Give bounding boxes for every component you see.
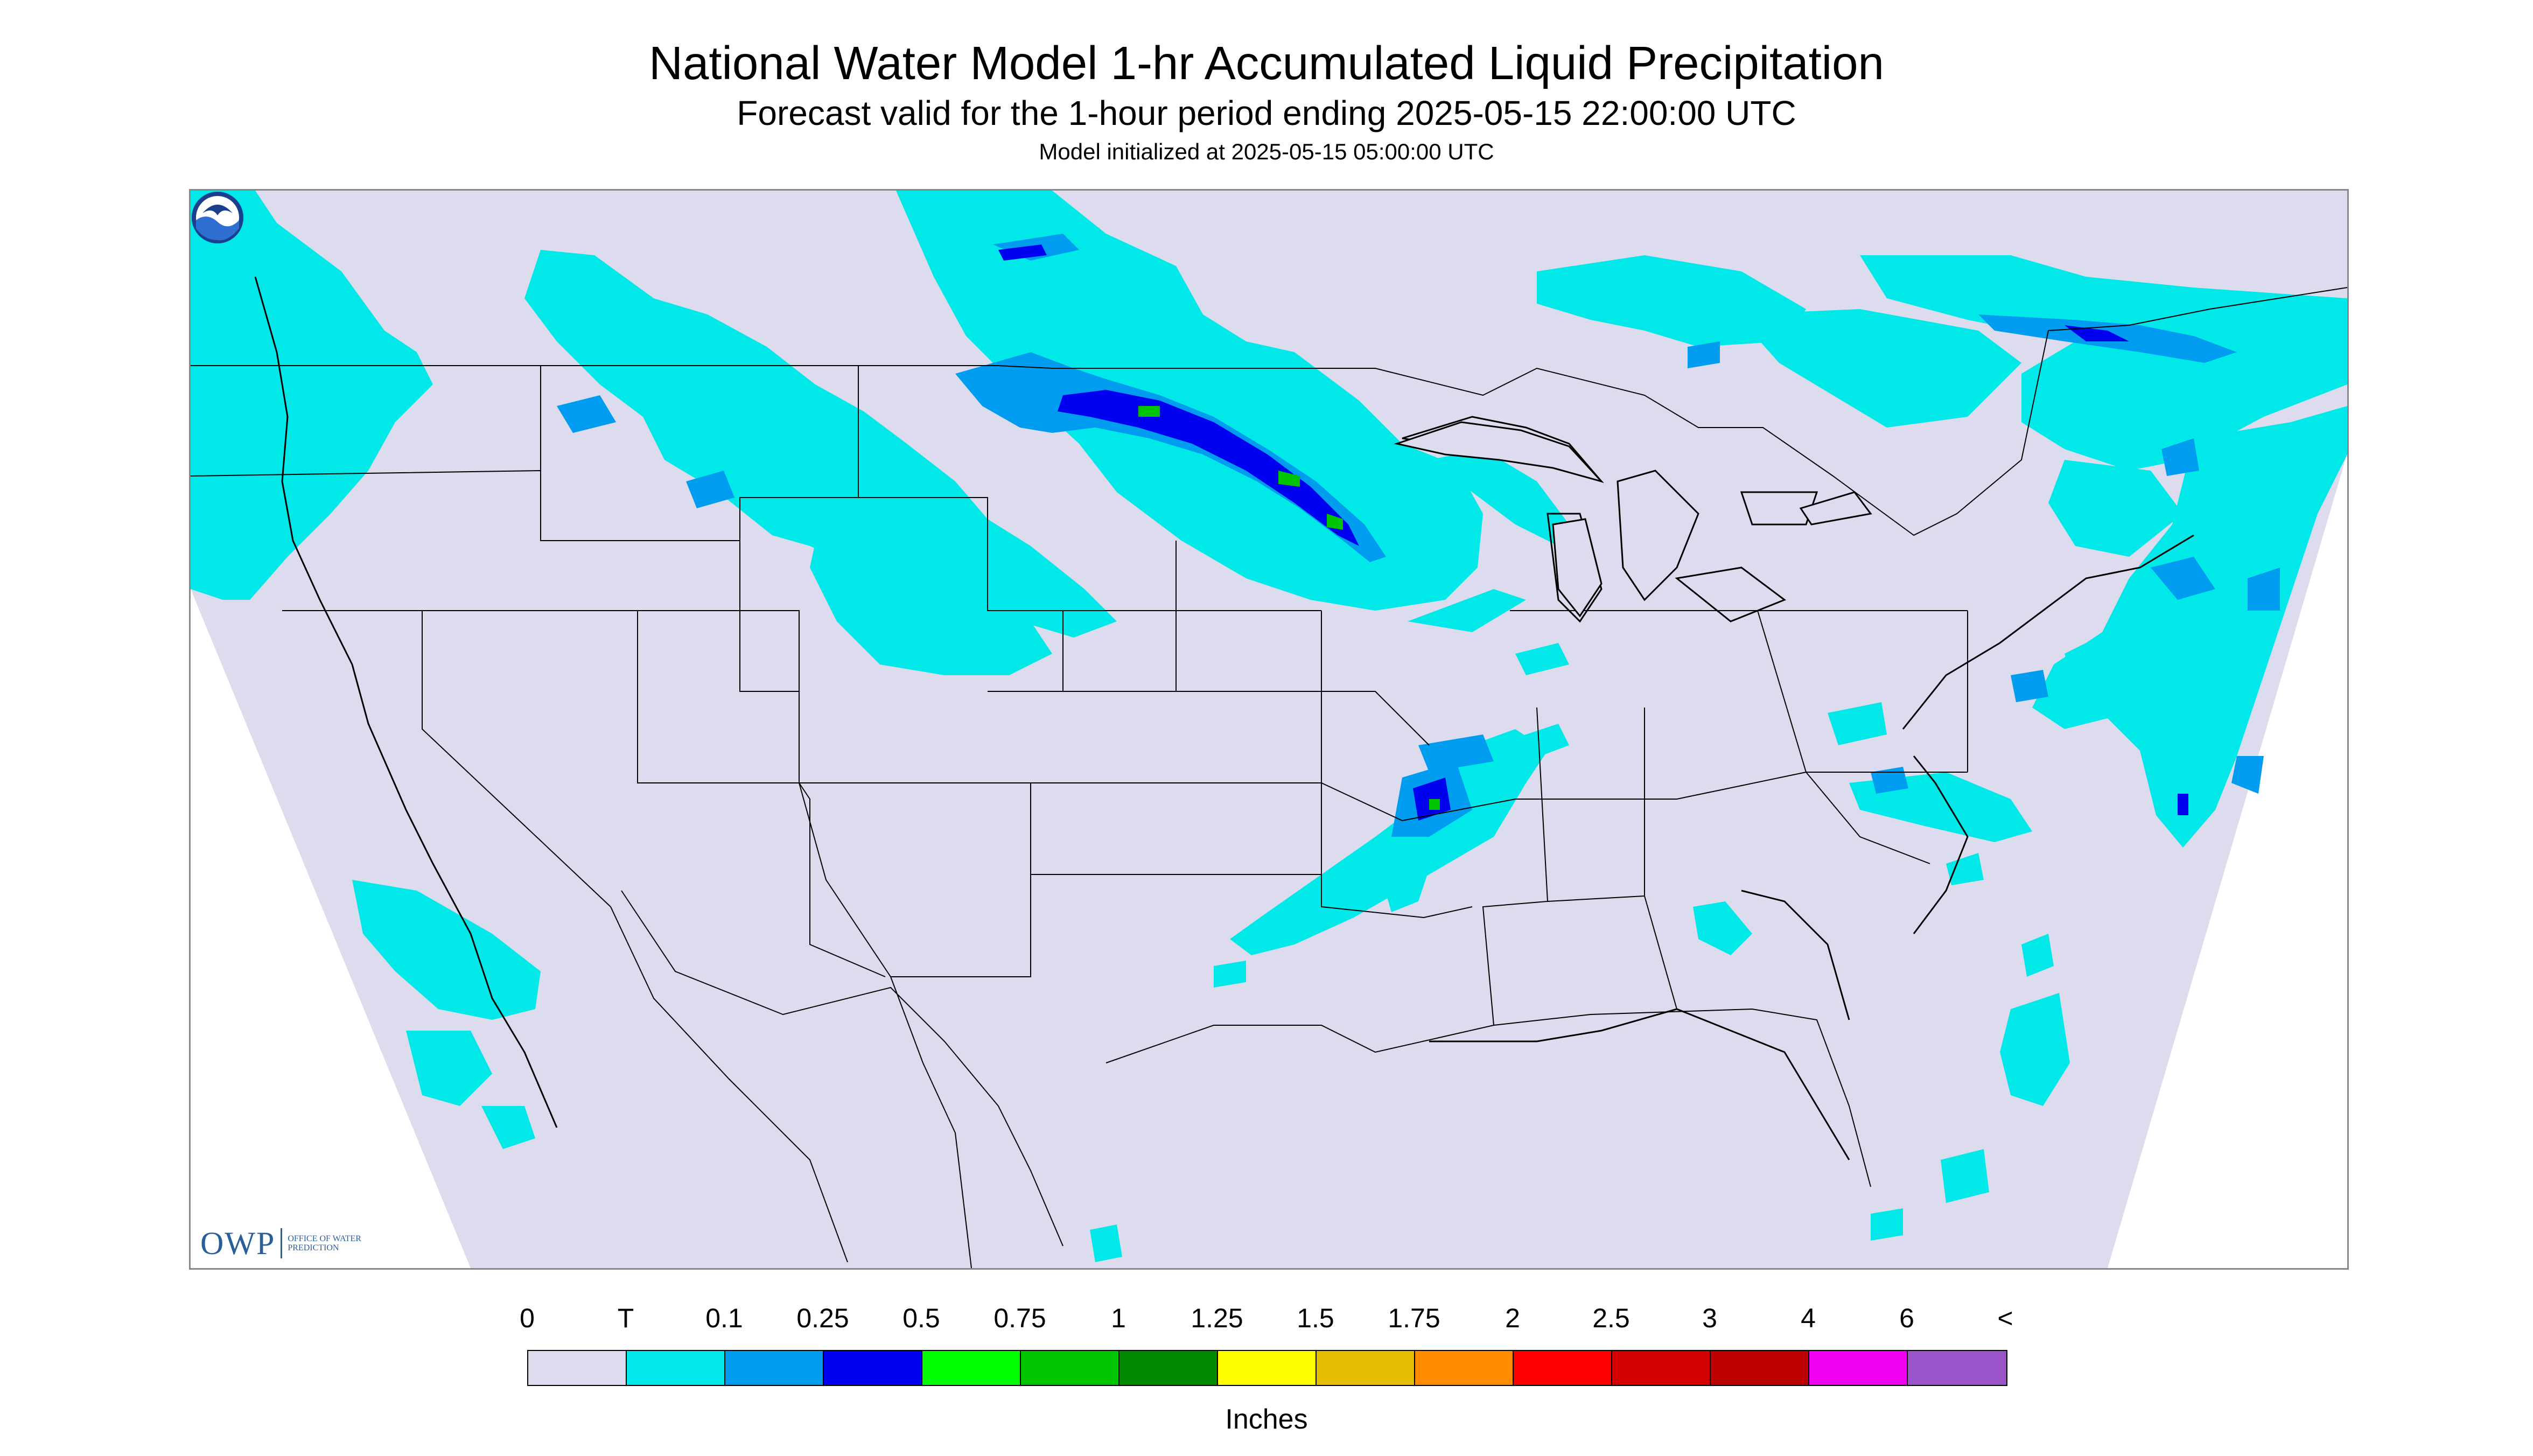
model-init-time: Model initialized at 2025-05-15 05:00:00… — [1039, 139, 1494, 164]
legend-label: 1.25 — [1191, 1303, 1243, 1333]
map-title: National Water Model 1-hr Accumulated Li… — [649, 37, 1884, 89]
noaa-logo-icon — [192, 192, 243, 243]
legend-label: < — [1997, 1303, 2013, 1333]
legend-label: 6 — [1899, 1303, 1914, 1333]
precip-heavy — [1138, 406, 1440, 810]
legend-label: 0.25 — [796, 1303, 849, 1333]
map-subtitle: Forecast valid for the 1-hour period end… — [737, 94, 1796, 132]
legend-swatch — [824, 1351, 922, 1385]
legend-swatch — [1119, 1351, 1218, 1385]
legend-colorbar — [527, 1350, 2007, 1386]
legend-swatch — [627, 1351, 725, 1385]
legend-units: Inches — [1225, 1404, 1308, 1435]
legend-swatch — [1317, 1351, 1415, 1385]
legend-label: 1.5 — [1297, 1303, 1334, 1333]
legend-label: 0.75 — [993, 1303, 1046, 1333]
legend-label: 1 — [1111, 1303, 1126, 1333]
owp-logo-divider — [281, 1228, 283, 1258]
legend-label: 2 — [1505, 1303, 1520, 1333]
political-boundaries — [191, 287, 2347, 1268]
owp-logo-text: OWP — [200, 1225, 276, 1261]
legend-swatch — [1908, 1351, 2006, 1385]
legend-swatch — [1514, 1351, 1612, 1385]
legend-label: 0 — [520, 1303, 535, 1333]
precipitation-map: OWP OFFICE OF WATER PREDICTION — [189, 189, 2349, 1270]
coastlines — [254, 276, 2194, 1160]
map-canvas — [191, 191, 2347, 1268]
legend-swatch — [1021, 1351, 1119, 1385]
legend-swatch — [725, 1351, 824, 1385]
owp-logo: OWP OFFICE OF WATER PREDICTION — [200, 1224, 363, 1262]
legend-swatch — [1612, 1351, 1711, 1385]
legend-label: T — [617, 1303, 634, 1333]
legend-label: 1.75 — [1388, 1303, 1440, 1333]
precip-trace — [191, 191, 2347, 1262]
precip-moderate — [998, 244, 2188, 821]
legend-swatch — [1809, 1351, 1908, 1385]
legend-label: 4 — [1801, 1303, 1816, 1333]
legend-swatch — [528, 1351, 627, 1385]
legend-label: 2.5 — [1592, 1303, 1630, 1333]
legend-swatch — [1711, 1351, 1809, 1385]
owp-logo-subtext: OFFICE OF WATER PREDICTION — [288, 1234, 361, 1252]
legend-swatch — [1415, 1351, 1514, 1385]
legend-swatch — [922, 1351, 1021, 1385]
legend-label: 3 — [1702, 1303, 1717, 1333]
legend-label: 0.5 — [902, 1303, 940, 1333]
lakes — [1394, 421, 1872, 618]
legend-swatch — [1218, 1351, 1317, 1385]
legend-label: 0.1 — [705, 1303, 743, 1333]
